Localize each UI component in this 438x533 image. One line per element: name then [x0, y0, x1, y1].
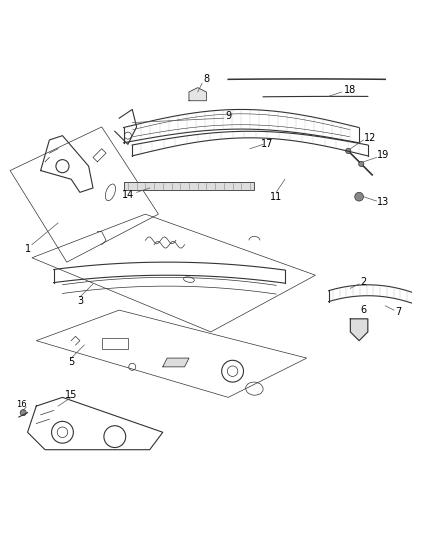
Text: 15: 15 [65, 390, 77, 400]
Circle shape [20, 409, 26, 416]
Text: 3: 3 [77, 296, 83, 306]
Text: 1: 1 [25, 244, 31, 254]
Polygon shape [350, 319, 367, 341]
Circle shape [358, 161, 363, 167]
Text: 19: 19 [376, 150, 389, 160]
Circle shape [345, 148, 350, 154]
FancyBboxPatch shape [123, 182, 254, 190]
Text: 2: 2 [360, 277, 366, 287]
Text: 6: 6 [360, 305, 366, 315]
Text: 14: 14 [121, 190, 134, 199]
Text: 7: 7 [394, 308, 401, 317]
Text: 9: 9 [225, 111, 231, 121]
Text: 16: 16 [16, 400, 26, 409]
Text: 11: 11 [269, 192, 282, 201]
Text: 12: 12 [363, 133, 375, 143]
Text: 18: 18 [343, 85, 356, 95]
Text: 8: 8 [203, 74, 209, 84]
Text: 17: 17 [261, 139, 273, 149]
Text: 13: 13 [376, 197, 389, 207]
Polygon shape [162, 358, 188, 367]
Text: 5: 5 [68, 358, 74, 367]
Circle shape [354, 192, 363, 201]
Polygon shape [188, 87, 206, 101]
